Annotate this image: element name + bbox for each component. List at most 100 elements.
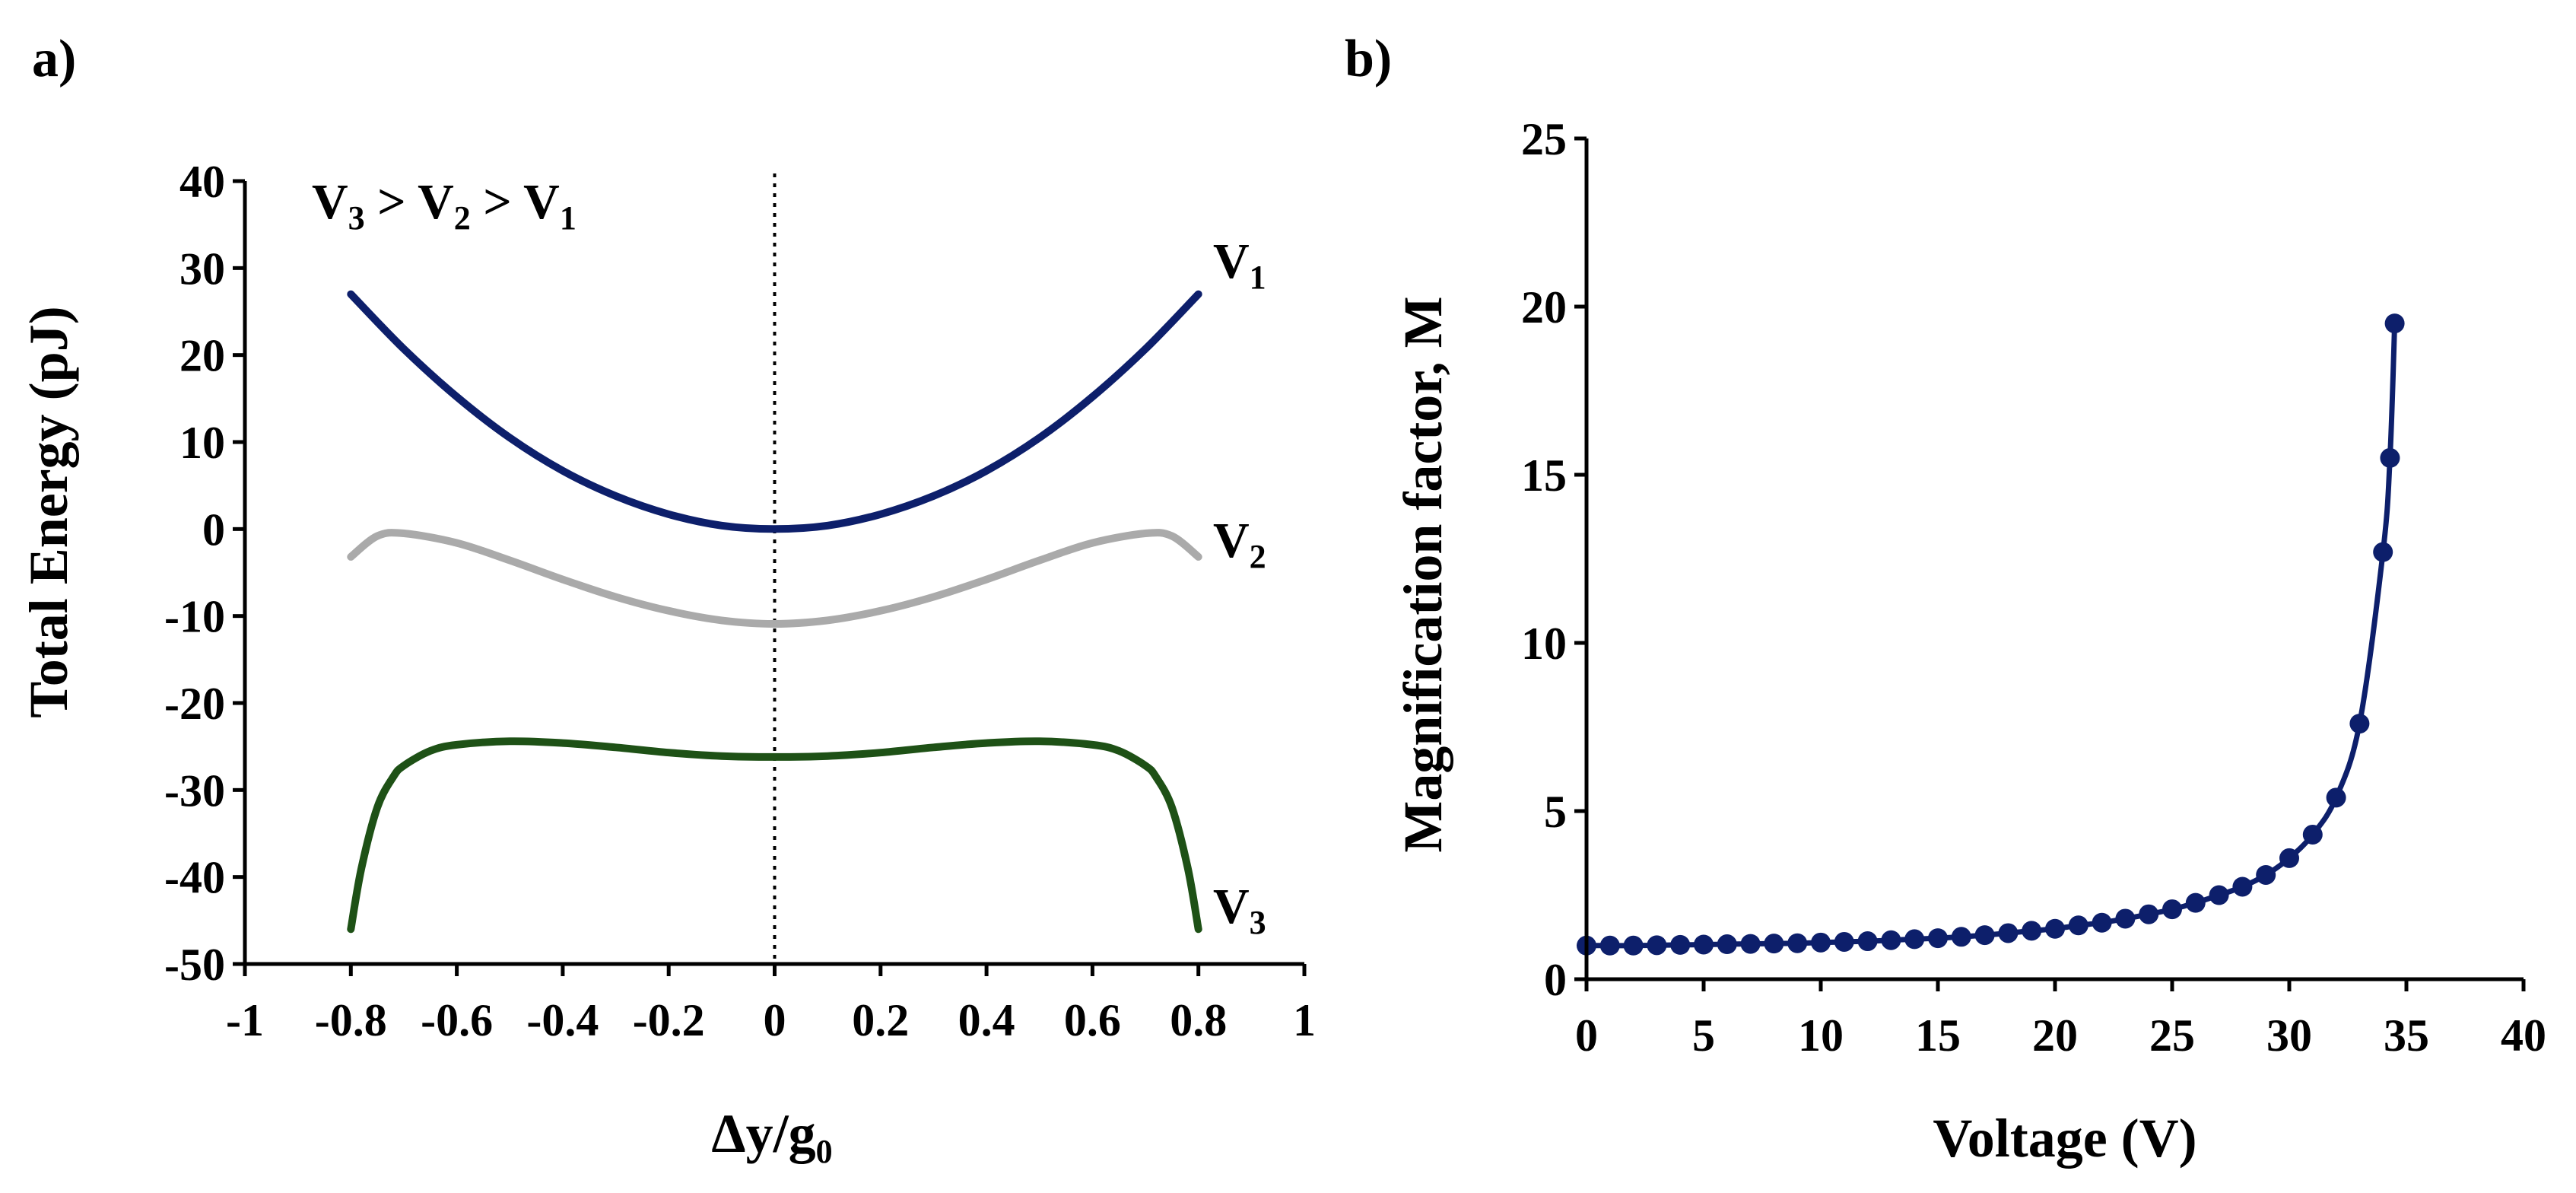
curve-label-v1-sub: 1	[1250, 259, 1266, 296]
data-point	[1928, 928, 1948, 949]
panel-b-y-tick-label: 20	[1521, 282, 1567, 332]
data-point	[2256, 864, 2276, 885]
panel-a-annotation: V3 > V2 > V1	[312, 174, 577, 237]
curve-label-v2-sub: 2	[1250, 538, 1266, 575]
data-point	[2232, 876, 2253, 897]
data-point	[1881, 930, 1901, 950]
panel-a-x-tick-label: -0.2	[633, 995, 705, 1045]
data-point	[1623, 935, 1644, 956]
panel-a-x-tick-label: -1	[226, 995, 264, 1045]
data-point	[2139, 904, 2159, 924]
data-point	[2162, 899, 2182, 920]
annotation-part-2-text: > V	[365, 174, 454, 230]
panel-b-x-tick-label: 5	[1692, 1010, 1715, 1061]
curve-label-v2-text: V	[1213, 513, 1250, 568]
panel-a-x-axis-title-sub: 0	[816, 1133, 833, 1170]
data-point	[1904, 929, 1925, 950]
panel-b-y-tick-label: 15	[1521, 450, 1567, 501]
data-point	[2279, 848, 2299, 868]
curve-label-v3-text: V	[1213, 879, 1250, 934]
panel-b-y-tick-label: 10	[1521, 619, 1567, 669]
panel-a-y-tick-label: -40	[164, 853, 225, 903]
panel-b-x-tick-label: 20	[2032, 1010, 2078, 1061]
series-line-v1	[347, 290, 1202, 533]
annotation-part-3-text: > V	[471, 174, 560, 230]
panel-b-x-tick-label: 10	[1798, 1010, 1844, 1061]
data-point	[2068, 915, 2088, 936]
panel-a-y-tick-label: 30	[179, 243, 225, 294]
panel-b-y-tick-label: 0	[1544, 955, 1567, 1005]
series-line-v2	[347, 529, 1202, 628]
panel-a-y-tick-label: -20	[164, 679, 225, 729]
panel-a-energy-chart: a) Total Energy (pJ) Δy/g0 V3 > V2 > V1 …	[18, 30, 1316, 1170]
panel-b-y-axis-title: Magnification factor, M	[1393, 296, 1453, 852]
annotation-part-1-text: V	[312, 174, 348, 230]
panel-a-series	[347, 290, 1202, 934]
data-point	[1670, 934, 1691, 955]
data-point	[2022, 921, 2042, 941]
curve-label-v1: V1	[1213, 234, 1266, 296]
annotation-part-2-sub: 2	[454, 199, 471, 237]
data-point	[1740, 934, 1761, 954]
panel-b-y-tick-label: 5	[1544, 787, 1567, 837]
panel-a-x-tick-label: -0.8	[315, 995, 387, 1045]
panel-b-x-tick-label: 35	[2384, 1010, 2429, 1061]
data-point	[1811, 932, 1831, 953]
panel-a-x-tick-label: 1	[1293, 995, 1316, 1045]
panel-a-x-tick-label: -0.4	[526, 995, 599, 1045]
panel-a-y-tick-label: 0	[202, 504, 225, 555]
data-point	[2326, 787, 2346, 808]
panel-b-x-tick-label: 25	[2149, 1010, 2195, 1061]
data-point	[2349, 714, 2370, 734]
panel-a-x-tick-label: 0	[764, 995, 786, 1045]
curve-label-v3: V3	[1213, 879, 1266, 941]
panel-b-series	[1577, 313, 2405, 956]
data-point	[2380, 447, 2400, 468]
panel-b-x-tick-label: 40	[2501, 1010, 2546, 1061]
panel-a-x-tick-label: 0.6	[1064, 995, 1121, 1045]
curve-label-v3-sub: 3	[1250, 904, 1266, 941]
panel-b-label: b)	[1345, 30, 1392, 88]
data-point	[2384, 313, 2405, 334]
data-point	[2373, 542, 2393, 562]
data-point	[2209, 885, 2229, 905]
panel-a-y-axis-title: Total Energy (pJ)	[18, 306, 79, 717]
panel-a-y-tick-label: 40	[179, 157, 225, 207]
panel-a-y-tick-label: 20	[179, 331, 225, 381]
series-line-v3	[347, 737, 1202, 934]
data-point	[2115, 908, 2136, 929]
data-point	[1998, 923, 2019, 943]
panel-b-magnification-chart: b) Magnification factor, M Voltage (V) 0…	[1345, 30, 2546, 1169]
data-point	[1764, 934, 1784, 954]
panel-a-y-tick-label: -50	[164, 940, 225, 990]
panel-b-axes: 0 5 10 15 20 25 0 5 10 15 20 25 30 35 40	[1521, 114, 2546, 1061]
magnification-curve	[1583, 320, 2398, 949]
panel-a-x-axis-title-main: Δy/g	[711, 1103, 815, 1164]
annotation-part-3-sub: 1	[560, 199, 577, 237]
curve-label-v1-text: V	[1213, 234, 1250, 289]
data-point	[1974, 925, 1995, 946]
data-point	[2302, 824, 2323, 845]
panel-b-x-axis-title: Voltage (V)	[1933, 1108, 2196, 1169]
data-point	[1787, 933, 1808, 953]
panel-b-x-tick-label: 30	[2266, 1010, 2312, 1061]
data-point	[2045, 918, 2065, 939]
panel-a-curve-labels: V1 V2 V3	[1213, 234, 1266, 941]
curve-label-v2: V2	[1213, 513, 1266, 575]
data-point	[2092, 912, 2112, 933]
panel-a-x-tick-label: 0.8	[1170, 995, 1227, 1045]
data-point	[1647, 935, 1667, 956]
data-point	[1857, 931, 1878, 952]
data-point	[1717, 934, 1737, 955]
panel-a-x-tick-label: 0.2	[852, 995, 909, 1045]
panel-a-x-tick-label: 0.4	[958, 995, 1015, 1045]
panel-a-y-tick-label: -30	[164, 765, 225, 816]
panel-b-x-tick-label: 0	[1575, 1010, 1598, 1061]
panel-a-x-axis-title: Δy/g0	[711, 1103, 832, 1170]
data-point	[2185, 892, 2206, 913]
panel-a-label: a)	[32, 30, 76, 88]
panel-a-y-tick-label: 10	[179, 418, 225, 468]
data-point	[1951, 927, 1971, 947]
panel-a-x-tick-label: -0.6	[421, 995, 493, 1045]
